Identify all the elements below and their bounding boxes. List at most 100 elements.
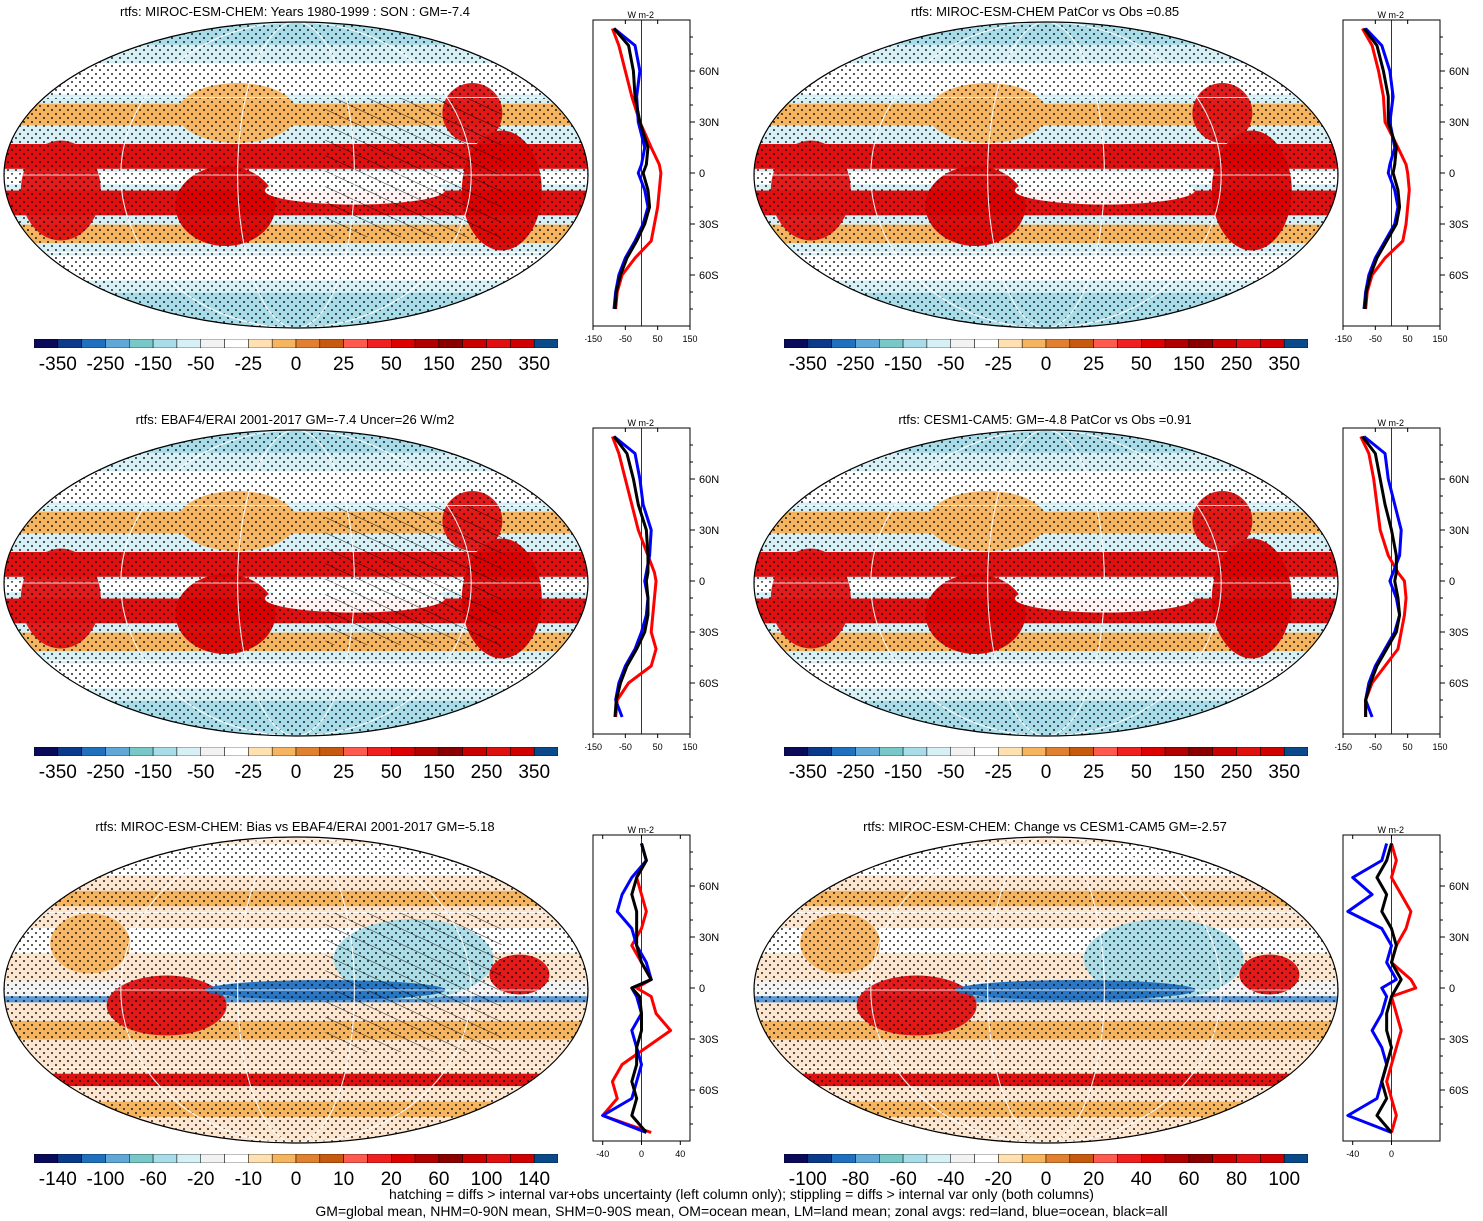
zonal-line-all	[1375, 843, 1403, 1134]
colorbar-label: -25	[234, 762, 263, 783]
colorbar-swatch	[200, 339, 225, 348]
colorbar-label: 25	[1083, 762, 1105, 783]
colorbar	[34, 339, 558, 348]
world-map	[753, 429, 1339, 737]
colorbar-swatch	[343, 747, 368, 756]
colorbar-label: -100	[86, 1169, 125, 1190]
colorbar-swatch	[855, 1154, 880, 1163]
colorbar-swatch	[998, 1154, 1023, 1163]
colorbar-label: 0	[290, 1169, 302, 1190]
zonal-line-all	[1361, 435, 1402, 717]
colorbar-swatch	[1069, 1154, 1094, 1163]
colorbar-swatch	[391, 339, 416, 348]
colorbar-swatch	[510, 747, 535, 756]
zonal-xtick-label: 150	[682, 742, 697, 752]
colorbar-label: 60	[428, 1169, 450, 1190]
colorbar-swatch	[950, 747, 975, 756]
colorbar-swatch	[248, 1154, 273, 1163]
colorbar-label: -25	[984, 762, 1013, 783]
colorbar-label: -250	[836, 354, 875, 375]
colorbar-label: 250	[1220, 762, 1253, 783]
colorbar-swatch	[1260, 747, 1285, 756]
colorbar-label: 100	[1268, 1169, 1301, 1190]
colorbar-swatch	[391, 747, 416, 756]
colorbar-swatch	[510, 339, 535, 348]
zonal-xtick-label: -50	[619, 742, 632, 752]
colorbar-swatch	[224, 747, 249, 756]
colorbar-label: 25	[1083, 354, 1105, 375]
colorbar-swatch	[343, 339, 368, 348]
colorbar-label: -50	[936, 762, 965, 783]
colorbar-swatch	[105, 339, 130, 348]
colorbar-swatch	[367, 1154, 392, 1163]
colorbar-swatch	[1236, 747, 1261, 756]
colorbar-label: 0	[1040, 762, 1052, 783]
colorbar-label: -140	[38, 1169, 77, 1190]
colorbar-swatch	[1141, 339, 1166, 348]
panel-title: rtfs: CESM1-CAM5: GM=-4.8 PatCor vs Obs …	[898, 412, 1192, 427]
colorbar-swatch	[1093, 1154, 1118, 1163]
colorbar-swatch	[200, 747, 225, 756]
colorbar-label: 60	[1178, 1169, 1200, 1190]
zonal-mean-plot: W m-2 60N 30N 0 30S 60S -150 -50 50 150	[1335, 418, 1469, 752]
zonal-ytick-label: 0	[699, 983, 705, 995]
colorbar-swatch	[1117, 339, 1142, 348]
zonal-xtick-label: 50	[1403, 334, 1413, 344]
colorbar-swatch	[248, 339, 273, 348]
zonal-xtick-label: -50	[619, 334, 632, 344]
colorbar-swatch	[248, 747, 273, 756]
zonal-line-ocean	[601, 843, 653, 1134]
colorbar-label: 0	[290, 762, 302, 783]
colorbar-label: 150	[1173, 762, 1205, 783]
colorbar-swatch	[1021, 1154, 1047, 1163]
colorbar-label: -10	[234, 1169, 263, 1190]
colorbar-swatch	[902, 339, 928, 348]
colorbar	[784, 1154, 1308, 1163]
colorbar-swatch	[1236, 1154, 1261, 1163]
world-map	[3, 429, 589, 737]
colorbar-swatch	[438, 747, 463, 756]
colorbar-swatch	[152, 339, 178, 348]
colorbar-label: 25	[333, 354, 355, 375]
colorbar-label: -150	[884, 762, 923, 783]
colorbar	[784, 747, 1308, 756]
colorbar-swatch	[533, 747, 558, 756]
zonal-mean-plot: W m-2 60N 30N 0 30S 60S -40 0 40	[592, 825, 719, 1159]
zonal-mean-plot: W m-2 60N 30N 0 30S 60S -40 0	[1342, 825, 1469, 1159]
zonal-xtick-label: 0	[1389, 1149, 1394, 1159]
colorbar-label: -80	[841, 1169, 870, 1190]
colorbar-label: 40	[1130, 1169, 1152, 1190]
colorbar-label: -250	[86, 762, 125, 783]
colorbar-label: 150	[423, 354, 455, 375]
colorbar-label: -150	[134, 762, 173, 783]
colorbar-swatch	[34, 1154, 59, 1163]
zonal-ytick-label: 30N	[1449, 932, 1469, 944]
zonal-unit-label: W m-2	[628, 825, 655, 835]
colorbar-swatch	[974, 747, 999, 756]
colorbar-label: -350	[788, 762, 827, 783]
colorbar-label: -50	[186, 354, 215, 375]
colorbar-swatch	[1188, 339, 1213, 348]
colorbar-swatch	[1212, 339, 1237, 348]
colorbar-label: 250	[470, 354, 503, 375]
zonal-ytick-label: 60S	[1449, 270, 1469, 282]
colorbar-swatch	[367, 747, 392, 756]
zonal-ytick-label: 0	[1449, 983, 1455, 995]
zonal-ytick-label: 60N	[1449, 474, 1469, 486]
zonal-xtick-label: -150	[585, 334, 602, 344]
zonal-unit-label: W m-2	[628, 10, 655, 20]
colorbar-swatch	[105, 1154, 130, 1163]
colorbar-swatch	[438, 1154, 463, 1163]
colorbar-label: -250	[836, 762, 875, 783]
colorbar-swatch	[807, 339, 832, 348]
footer-line-2: GM=global mean, NHM=0-90N mean, SHM=0-90…	[315, 1203, 1168, 1219]
zonal-mean-plot: W m-2 60N 30N 0 30S 60S -150 -50 50 150	[1335, 10, 1469, 344]
colorbar-label: 25	[333, 762, 355, 783]
zonal-line-land	[1385, 843, 1418, 1133]
colorbar-swatch	[1141, 1154, 1166, 1163]
colorbar-swatch	[926, 1154, 951, 1163]
colorbar-swatch	[1236, 339, 1261, 348]
colorbar-swatch	[1260, 1154, 1285, 1163]
colorbar-swatch	[367, 339, 392, 348]
colorbar-label: 0	[1040, 1169, 1052, 1190]
